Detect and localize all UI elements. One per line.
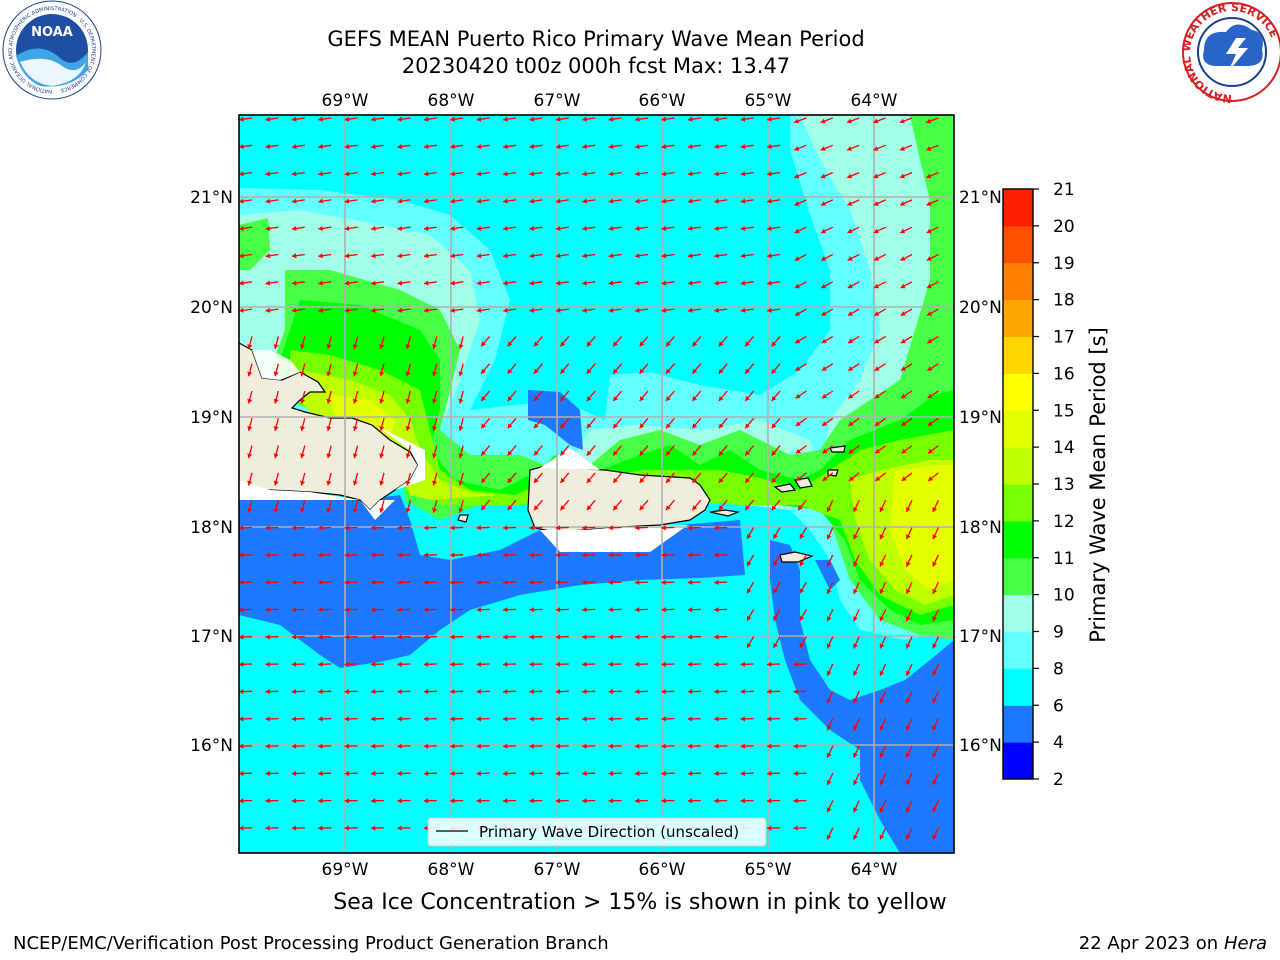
colorbar-tick-label: 8 — [1053, 659, 1064, 679]
map-frame — [238, 114, 955, 854]
latitude-label: 17°N — [959, 627, 1002, 647]
colorbar-segment — [1003, 447, 1033, 485]
colorbar: 2 4 6 8 9 10 11 12 13 14 15 16 17 18 19 20 21 — [1002, 180, 1075, 790]
colorbar-tick-label: 6 — [1053, 696, 1064, 716]
longitude-label: 68°W — [428, 860, 475, 880]
colorbar-segment — [1003, 262, 1033, 301]
colorbar-segment — [1003, 484, 1033, 522]
latitude-label: 16°N — [959, 736, 1002, 756]
longitude-label: 64°W — [851, 860, 898, 880]
latitude-label: 21°N — [190, 188, 233, 208]
colorbar-segment — [1003, 189, 1033, 227]
latitude-label: 16°N — [190, 736, 233, 756]
nws-logo: NATIONAL WEATHER SERVICE — [1180, 1, 1280, 105]
latitude-label: 18°N — [190, 518, 233, 538]
longitude-label: 68°W — [428, 91, 475, 111]
latitude-label: 19°N — [190, 408, 233, 428]
colorbar-segment — [1003, 594, 1033, 632]
colorbar-tick-label: 21 — [1053, 180, 1075, 200]
colorbar-segment — [1003, 410, 1033, 448]
colorbar-segment — [1003, 299, 1033, 337]
colorbar-tick-label: 13 — [1053, 475, 1075, 495]
colorbar-segment — [1003, 373, 1033, 411]
colorbar-segment — [1003, 631, 1033, 669]
longitude-label: 66°W — [639, 860, 686, 880]
longitude-label: 65°W — [745, 860, 792, 880]
footer-date: 22 Apr 2023 on Hera — [1079, 933, 1267, 954]
map-title: GEFS MEAN Puerto Rico Primary Wave Mean … — [327, 27, 865, 51]
colorbar-tick-label: 17 — [1053, 328, 1075, 348]
noaa-logo: NOAA NATIONAL OCEANIC AND ATMOSPHERIC AD… — [2, 0, 102, 100]
longitude-label: 65°W — [745, 91, 792, 111]
latitude-labels-left: 21°N 20°N 19°N 18°N 17°N 16°N — [190, 188, 233, 756]
colorbar-tick-label: 9 — [1053, 623, 1064, 643]
colorbar-tick-label: 18 — [1053, 291, 1075, 311]
footer-branch: NCEP/EMC/Verification Post Processing Pr… — [13, 933, 609, 954]
colorbar-segment — [1003, 557, 1033, 596]
latitude-label: 21°N — [959, 188, 1002, 208]
footer-date-text: 22 Apr 2023 on — [1078, 933, 1224, 954]
longitude-label: 67°W — [534, 860, 581, 880]
latitude-label: 18°N — [959, 518, 1002, 538]
latitude-label: 20°N — [959, 298, 1002, 318]
colorbar-segment — [1003, 668, 1033, 706]
longitude-label: 69°W — [322, 91, 369, 111]
map-area: Primary Wave Direction (unscaled) — [239, 115, 954, 853]
colorbar-segment — [1003, 336, 1033, 374]
graticule — [239, 115, 954, 853]
sea-ice-note: Sea Ice Concentration > 15% is shown in … — [333, 890, 947, 915]
colorbar-segment — [1003, 225, 1033, 264]
colorbar-tick-label: 20 — [1053, 217, 1075, 237]
latitude-label: 19°N — [959, 408, 1002, 428]
latitude-labels-right: 21°N 20°N 19°N 18°N 17°N 16°N — [959, 188, 1002, 756]
direction-legend: Primary Wave Direction (unscaled) — [427, 817, 767, 847]
footer-host: Hera — [1223, 933, 1267, 954]
longitude-label: 66°W — [639, 91, 686, 111]
period-10-11-fill — [239, 115, 954, 640]
colorbar-segment — [1003, 520, 1033, 559]
colorbar-tick-label: 19 — [1053, 254, 1075, 274]
latitude-label: 17°N — [190, 627, 233, 647]
colorbar-tick-label: 12 — [1053, 512, 1075, 532]
map-subtitle: 20230420 t00z 000h fcst Max: 13.47 — [401, 54, 791, 78]
longitude-label: 69°W — [322, 860, 369, 880]
longitude-label: 64°W — [851, 91, 898, 111]
colorbar-segment — [1003, 742, 1033, 780]
colorbar-tick-label: 4 — [1053, 733, 1064, 753]
longitude-label: 67°W — [534, 91, 581, 111]
longitude-labels-top: 69°W 68°W 67°W 66°W 65°W 64°W — [322, 91, 898, 111]
colorbar-tick-label: 16 — [1053, 364, 1075, 384]
longitude-labels-bottom: 69°W 68°W 67°W 66°W 65°W 64°W — [322, 860, 898, 880]
colorbar-tick-label: 10 — [1053, 586, 1075, 606]
legend-label: Primary Wave Direction (unscaled) — [479, 823, 739, 841]
noaa-logo-text: NOAA — [31, 25, 73, 40]
colorbar-tick-label: 15 — [1053, 401, 1075, 421]
colorbar-label: Primary Wave Mean Period [s] — [1086, 327, 1110, 643]
colorbar-tick-label: 2 — [1053, 770, 1064, 790]
coastal-mask — [239, 350, 688, 552]
colorbar-tick-label: 14 — [1053, 438, 1075, 458]
colorbar-tick-label: 11 — [1053, 549, 1075, 569]
latitude-label: 20°N — [190, 298, 233, 318]
colorbar-segment — [1003, 705, 1033, 743]
